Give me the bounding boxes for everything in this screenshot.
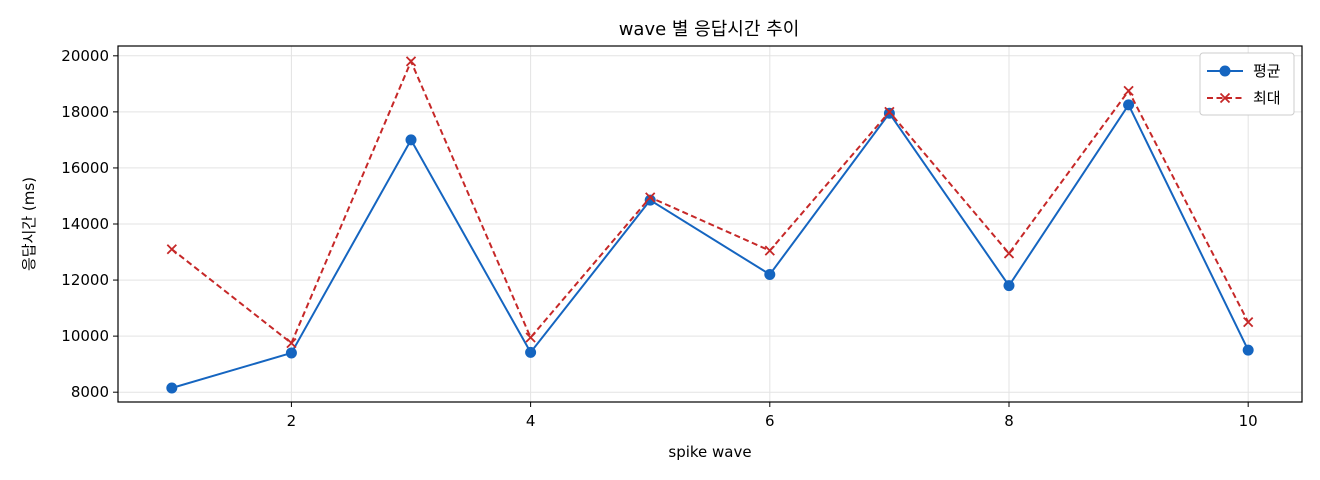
- y-tick-label: 16000: [61, 159, 109, 177]
- series-line: [171, 102, 1250, 389]
- y-axis: 8000 10000 12000 14000 16000 18000 20000: [61, 47, 118, 401]
- data-point: [166, 382, 178, 394]
- legend-marker: [1219, 92, 1231, 104]
- x-axis-label: spike wave: [668, 443, 751, 461]
- x-tick-label: 2: [287, 412, 297, 430]
- x-axis: 2 4 6 8 10: [287, 402, 1258, 430]
- data-point: [1003, 248, 1015, 259]
- data-point: [166, 244, 177, 255]
- y-tick-label: 20000: [61, 47, 109, 65]
- data-point: [1242, 344, 1254, 356]
- data-point: [1123, 99, 1135, 111]
- data-point: [1243, 316, 1254, 328]
- data-point: [1003, 280, 1015, 292]
- x-tick-label: 10: [1239, 412, 1258, 430]
- data-point: [645, 192, 656, 203]
- data-point: [285, 347, 297, 359]
- data-point: [286, 337, 297, 349]
- y-axis-label: 응답시간 (ms): [20, 177, 38, 271]
- legend-label: 최대: [1253, 89, 1281, 107]
- y-tick-label: 10000: [61, 327, 109, 345]
- data-point: [525, 332, 536, 343]
- legend-item: 최대: [1207, 89, 1281, 107]
- y-tick-label: 18000: [61, 103, 109, 121]
- series-avg: [166, 99, 1254, 394]
- data-point: [1123, 85, 1134, 96]
- chart-title: wave 별 응답시간 추이: [619, 19, 800, 40]
- x-tick-label: 4: [526, 412, 536, 430]
- series-line: [171, 58, 1250, 345]
- data-point: [764, 245, 775, 256]
- y-tick-label: 14000: [61, 215, 109, 233]
- data-point: [405, 134, 417, 146]
- data-point: [525, 346, 537, 358]
- data-point: [764, 268, 776, 280]
- x-tick-label: 6: [765, 412, 775, 430]
- series-layer: [166, 56, 1254, 394]
- legend-item: 평균: [1207, 62, 1281, 80]
- data-point: [884, 106, 895, 118]
- x-tick-label: 8: [1004, 412, 1014, 430]
- legend-label: 평균: [1253, 62, 1281, 80]
- series-max: [166, 56, 1254, 349]
- data-point: [405, 56, 417, 67]
- y-tick-label: 8000: [71, 383, 109, 401]
- y-tick-label: 12000: [61, 271, 109, 289]
- legend-marker: [1219, 65, 1231, 77]
